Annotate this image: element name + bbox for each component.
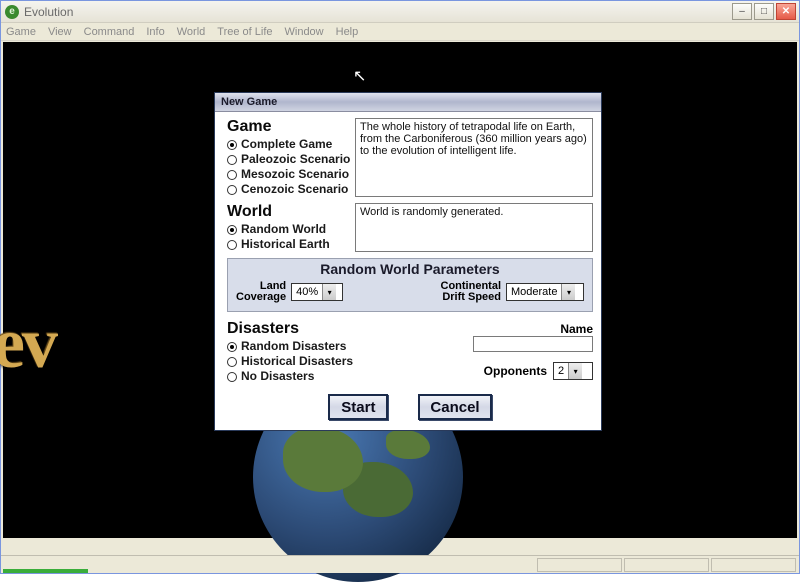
radio-label: Cenozoic Scenario bbox=[241, 182, 348, 197]
world-description: World is randomly generated. bbox=[355, 203, 593, 252]
menu-command[interactable]: Command bbox=[84, 26, 135, 38]
radio-icon bbox=[227, 225, 237, 235]
radio-icon bbox=[227, 357, 237, 367]
chevron-down-icon: ▾ bbox=[561, 284, 575, 300]
status-cell bbox=[624, 558, 709, 572]
menu-tree-of-life[interactable]: Tree of Life bbox=[217, 26, 272, 38]
select-value: Moderate bbox=[511, 286, 557, 298]
logo-text: ev bbox=[0, 302, 55, 385]
radio-historical-disasters[interactable]: Historical Disasters bbox=[227, 354, 347, 369]
drift-speed-label: ContinentalDrift Speed bbox=[441, 281, 502, 303]
app-window: e Evolution – □ ✕ Game View Command Info… bbox=[0, 0, 800, 574]
drift-speed-select[interactable]: Moderate ▾ bbox=[506, 283, 584, 301]
radio-icon bbox=[227, 140, 237, 150]
close-button[interactable]: ✕ bbox=[776, 3, 796, 20]
status-cell bbox=[711, 558, 796, 572]
name-input[interactable] bbox=[473, 336, 593, 352]
radio-label: Random World bbox=[241, 222, 326, 237]
game-heading: Game bbox=[227, 118, 347, 136]
radio-label: Historical Earth bbox=[241, 237, 330, 252]
name-label: Name bbox=[560, 322, 593, 336]
game-description: The whole history of tetrapodal life on … bbox=[355, 118, 593, 197]
select-value: 40% bbox=[296, 286, 318, 298]
radio-icon bbox=[227, 342, 237, 352]
start-button[interactable]: Start bbox=[328, 394, 388, 420]
land-coverage-select[interactable]: 40% ▾ bbox=[291, 283, 343, 301]
radio-icon bbox=[227, 372, 237, 382]
taskbar-edge bbox=[3, 569, 88, 573]
menu-info[interactable]: Info bbox=[146, 26, 164, 38]
radio-label: Historical Disasters bbox=[241, 354, 353, 369]
radio-icon bbox=[227, 185, 237, 195]
radio-random-disasters[interactable]: Random Disasters bbox=[227, 339, 347, 354]
radio-mesozoic[interactable]: Mesozoic Scenario bbox=[227, 167, 347, 182]
radio-paleozoic[interactable]: Paleozoic Scenario bbox=[227, 152, 347, 167]
disasters-heading: Disasters bbox=[227, 320, 347, 338]
radio-icon bbox=[227, 170, 237, 180]
radio-icon bbox=[227, 155, 237, 165]
radio-random-world[interactable]: Random World bbox=[227, 222, 347, 237]
radio-label: Complete Game bbox=[241, 137, 332, 152]
radio-label: Random Disasters bbox=[241, 339, 346, 354]
titlebar: e Evolution – □ ✕ bbox=[1, 1, 799, 23]
new-game-dialog: New Game Game Complete Game Paleozoic Sc… bbox=[214, 92, 602, 431]
radio-no-disasters[interactable]: No Disasters bbox=[227, 369, 347, 384]
opponents-select[interactable]: 2 ▾ bbox=[553, 362, 593, 380]
status-cell bbox=[537, 558, 622, 572]
menu-view[interactable]: View bbox=[48, 26, 72, 38]
radio-historical-earth[interactable]: Historical Earth bbox=[227, 237, 347, 252]
app-icon: e bbox=[5, 5, 19, 19]
radio-label: Paleozoic Scenario bbox=[241, 152, 350, 167]
dialog-title: New Game bbox=[215, 93, 601, 112]
radio-cenozoic[interactable]: Cenozoic Scenario bbox=[227, 182, 347, 197]
menu-game[interactable]: Game bbox=[6, 26, 36, 38]
menubar: Game View Command Info World Tree of Lif… bbox=[1, 23, 799, 41]
radio-complete-game[interactable]: Complete Game bbox=[227, 137, 347, 152]
statusbar bbox=[1, 555, 799, 573]
params-heading: Random World Parameters bbox=[236, 261, 584, 277]
menu-world[interactable]: World bbox=[177, 26, 206, 38]
random-world-params: Random World Parameters LandCoverage 40%… bbox=[227, 258, 593, 312]
chevron-down-icon: ▾ bbox=[322, 284, 336, 300]
game-viewport: ev ↖ New Game Game Complete Game Paleozo… bbox=[3, 42, 797, 538]
window-title: Evolution bbox=[24, 5, 732, 19]
cancel-button[interactable]: Cancel bbox=[418, 394, 491, 420]
menu-window[interactable]: Window bbox=[285, 26, 324, 38]
land-coverage-label: LandCoverage bbox=[236, 281, 286, 303]
opponents-label: Opponents bbox=[484, 364, 547, 378]
world-heading: World bbox=[227, 203, 347, 221]
select-value: 2 bbox=[558, 365, 564, 377]
menu-help[interactable]: Help bbox=[336, 26, 359, 38]
radio-icon bbox=[227, 240, 237, 250]
minimize-button[interactable]: – bbox=[732, 3, 752, 20]
cursor-icon: ↖ bbox=[353, 66, 366, 86]
radio-label: Mesozoic Scenario bbox=[241, 167, 349, 182]
radio-label: No Disasters bbox=[241, 369, 314, 384]
maximize-button[interactable]: □ bbox=[754, 3, 774, 20]
chevron-down-icon: ▾ bbox=[568, 363, 582, 379]
